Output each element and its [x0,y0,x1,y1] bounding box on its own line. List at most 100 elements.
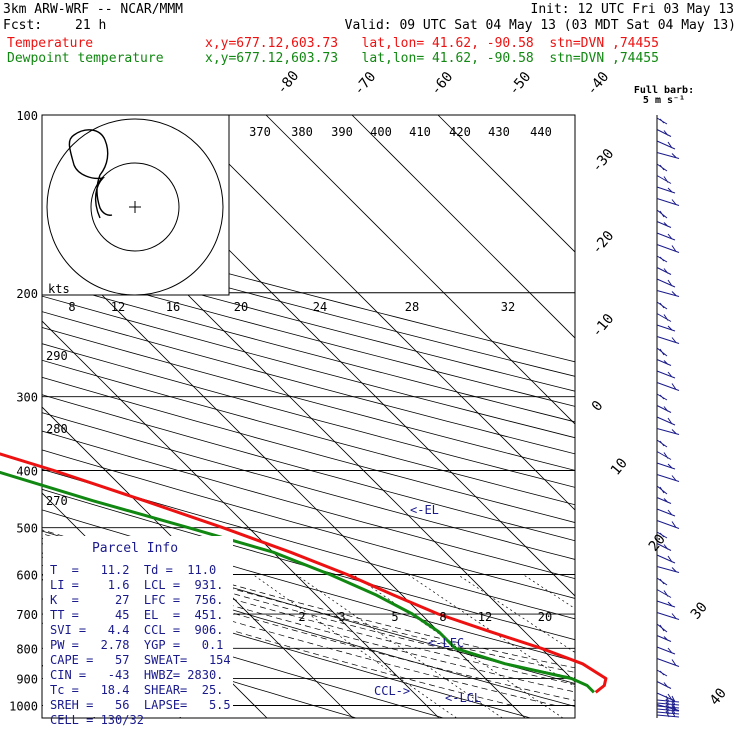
pressure-label: 900 [16,672,38,686]
wind-barb [656,698,680,706]
dry-adiabat-line [42,327,575,471]
mixing-ratio-line [407,574,575,688]
dry-adiabat-line [42,449,575,599]
wind-barb [656,485,668,495]
dry-adiabat-line [42,265,575,407]
temperature-legend-info: x,y=677.12,603.73 lat,lon= 41.62, -90.58… [205,36,659,51]
wind-barb [656,313,672,322]
dry-adiabat-line [42,488,575,641]
wind-barb [656,577,668,586]
theta-label: 270 [46,494,68,508]
isotherm-label: 30 [688,599,711,622]
isotherm-line [42,234,526,718]
mixing-ratio-label: 8 [439,610,446,624]
wind-barb [656,566,680,573]
isotherm-label: 0 [589,398,607,415]
forecast-label: Fcst: [3,18,43,33]
wind-barb [656,658,680,667]
pressure-label: 100 [16,109,38,123]
wind-barb [656,543,672,551]
wind-barb [656,669,668,677]
dewpoint-legend-info: x,y=677.12,603.73 lat,lon= 41.62, -90.58… [205,51,659,66]
mixing-ratio-label: 3 [338,610,345,624]
wind-barb [656,681,672,689]
pressure-label: 800 [16,642,38,656]
forecast-hour: 21 h [75,18,107,33]
hodograph-theta-tick: 430 [488,125,510,139]
hodograph-theta-tick: 380 [291,125,313,139]
valid-time: Valid: 09 UTC Sat 04 May 13 (03 MDT Sat … [344,18,736,33]
wind-barb [656,129,672,137]
dry-adiabat-line [42,468,575,620]
mixing-ratio-line [457,574,575,653]
isotherm-line [0,115,9,718]
wind-barb [656,646,676,655]
parcel-info-row: LI = 1.6 LCL = 931. [50,578,223,592]
mixing-ratio-label: 12 [478,610,492,624]
wind-barb [656,710,680,718]
wind-barb [656,209,668,219]
dewpoint-legend-label: Dewpoint temperature [7,51,164,66]
parcel-info-row: CELL = 130/32 [50,713,144,727]
wind-barb [656,221,672,228]
pressure-label: 400 [16,465,38,479]
wind-barb [656,474,680,482]
isotherm-line [179,115,575,511]
parcel-info-row: T = 11.2 Td = 11.0 [50,563,216,577]
dry-adiabat-line [42,598,444,718]
isotherm-label: -80 [274,68,303,98]
pressure-label: 700 [16,608,38,622]
dry-adiabat-line [42,236,575,377]
theta-label: 290 [46,349,68,363]
wind-barb [656,267,672,275]
wind-barb [656,695,680,703]
wind-barb [656,635,672,642]
wind-barb [656,232,676,241]
wind-barb [656,359,672,366]
lfc-marker: <-LFC [428,636,464,650]
temperature-profile-line [0,452,608,694]
parcel-info-background [43,536,233,717]
parcel-info-row: SVI = 4.4 CCL = 906. [50,623,223,637]
wind-barb [656,589,672,598]
hodograph-outer-ring [46,118,224,296]
wind-barb [656,393,668,401]
hodograph-theta-tick: 410 [409,125,431,139]
wind-barb [656,198,680,206]
hodograph-speed-tick: 32 [501,300,515,314]
parcel-info-row: PW = 2.78 YGP = 0.1 [50,638,223,652]
barb-key-title: Full barb: [634,85,694,96]
wind-barb [656,336,680,344]
el-marker: <-EL [410,503,439,517]
parcel-info-row: CAPE = 57 SWEAT= 154 [50,653,231,667]
pressure-label: 300 [16,391,38,405]
temperature-legend-label: Temperature [7,36,94,51]
hodograph-theta-tick: 390 [331,125,353,139]
wind-barb [656,623,668,633]
isotherm-label: -70 [351,69,380,99]
wind-barb [656,301,668,310]
isotherm-label: 40 [707,685,730,708]
isotherm-line [42,406,354,718]
wind-barb [656,347,668,357]
mixing-ratio-label: 2 [298,610,305,624]
isotherm-line [265,115,575,425]
dry-adiabat-line [42,280,575,423]
pressure-label: 1000 [9,699,38,713]
hodograph-theta-tick: 370 [249,125,271,139]
isotherm-label: -30 [589,146,618,176]
hodograph-speed-tick: 24 [313,300,327,314]
parcel-info-title: Parcel Info [92,541,178,556]
theta-label: 280 [46,422,68,436]
parcel-info-row: CIN = -43 HWBZ= 2830. [50,668,223,682]
init-time: Init: 12 UTC Fri 03 May 13 [530,2,735,17]
wind-barb [656,554,676,564]
wind-barb [656,163,668,172]
dry-adiabat-line [42,575,531,718]
wind-barb [656,370,676,379]
wind-barb [656,175,672,184]
wind-barb [656,290,680,297]
wind-barb [656,244,680,253]
wind-barb [656,324,676,332]
wind-barb [656,255,668,263]
